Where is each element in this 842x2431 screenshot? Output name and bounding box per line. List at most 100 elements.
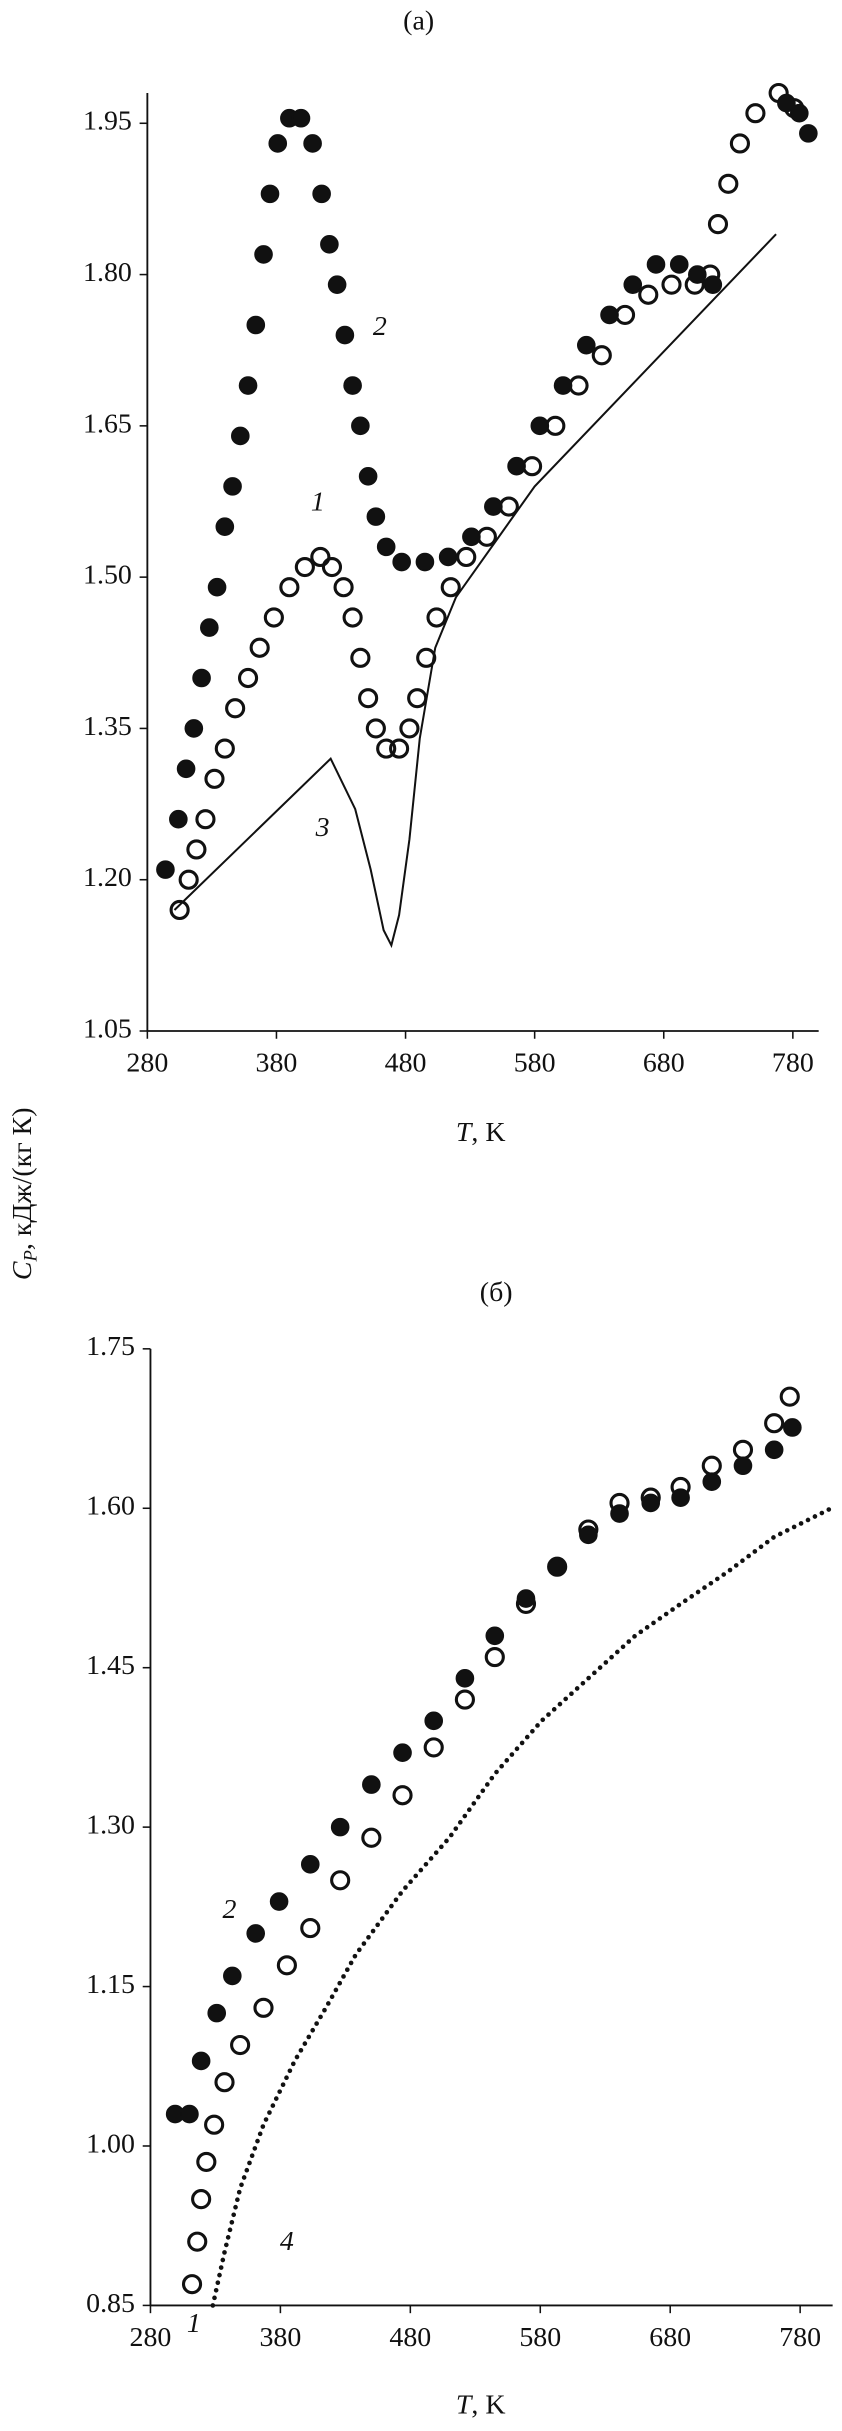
y-tick-label: 0.85	[86, 2288, 135, 2319]
point	[238, 376, 258, 395]
x-tick-label: 280	[126, 1048, 168, 1079]
y-tick-label: 1.20	[83, 862, 132, 893]
point	[507, 456, 526, 476]
y-tick-label: 1.15	[86, 1969, 135, 2000]
point	[790, 103, 809, 123]
y-label-subscript: P	[21, 1250, 42, 1262]
point	[614, 304, 636, 325]
x-tick-label: 780	[779, 2322, 821, 2353]
point	[462, 527, 481, 547]
point	[303, 134, 322, 153]
y-label-rest: , кДж/(кг К)	[7, 1107, 38, 1250]
point	[568, 375, 589, 396]
point	[702, 1472, 722, 1491]
point	[207, 577, 227, 597]
point	[320, 235, 339, 254]
y-tick-label: 1.95	[83, 106, 132, 137]
x-label-symbol: T	[456, 1117, 474, 1148]
y-tick-label: 1.05	[83, 1013, 132, 1044]
point	[553, 376, 573, 395]
point	[187, 2231, 208, 2252]
point	[661, 274, 682, 295]
point	[312, 184, 331, 204]
point	[392, 1785, 413, 1806]
point	[180, 2104, 199, 2124]
point	[300, 1855, 320, 1874]
y-tick-label: 1.00	[86, 2128, 135, 2159]
y-tick-label: 1.60	[86, 1491, 135, 1522]
point	[169, 809, 188, 829]
point	[186, 839, 207, 860]
point	[701, 1455, 722, 1476]
point	[376, 738, 397, 759]
point	[342, 607, 363, 628]
point	[300, 1918, 321, 1939]
point	[745, 103, 766, 124]
point	[191, 2051, 211, 2071]
x-label-rest: , K	[471, 1117, 505, 1148]
point	[358, 688, 379, 709]
point	[545, 415, 566, 436]
point	[521, 456, 543, 477]
series-label: 2	[223, 1894, 237, 1925]
point	[253, 1997, 274, 2018]
point	[268, 134, 288, 153]
point	[440, 577, 461, 598]
y-axis-label: CP, кДж/(кг К)	[7, 1107, 42, 1280]
series-label: 1	[187, 2308, 201, 2339]
point	[799, 124, 818, 143]
point	[688, 265, 707, 284]
point	[215, 517, 235, 537]
x-label-rest: , K	[471, 2390, 505, 2421]
point	[718, 173, 739, 194]
y-tick-label: 1.45	[86, 1650, 135, 1681]
point	[276, 1955, 297, 1976]
point	[376, 537, 396, 557]
x-tick-label: 680	[643, 1048, 685, 1079]
point	[279, 577, 300, 598]
point	[200, 618, 219, 637]
point	[223, 1966, 242, 1986]
point	[393, 1743, 412, 1763]
x-tick-label: 480	[385, 1048, 427, 1079]
point	[192, 668, 211, 688]
point	[456, 546, 477, 568]
point	[426, 607, 447, 628]
point	[777, 93, 796, 113]
point	[176, 759, 196, 779]
x-tick-label: 580	[519, 2322, 561, 2353]
point	[291, 108, 311, 128]
point	[184, 719, 204, 738]
series-line	[173, 233, 777, 949]
point	[246, 315, 266, 335]
point	[779, 1386, 800, 1407]
point	[362, 1775, 381, 1794]
point	[733, 1456, 753, 1476]
y-tick-label: 1.30	[86, 1810, 135, 1841]
point	[204, 768, 225, 789]
x-tick-label: 280	[130, 2322, 172, 2353]
x-tick-label: 780	[772, 1048, 814, 1079]
point	[351, 416, 370, 436]
point	[389, 738, 410, 759]
point	[530, 416, 550, 436]
point	[223, 477, 242, 496]
point	[333, 577, 354, 598]
x-tick-label: 680	[649, 2322, 691, 2353]
point	[484, 1646, 505, 1668]
point	[214, 2072, 235, 2093]
point	[671, 1488, 690, 1507]
point	[195, 809, 216, 830]
point	[246, 1924, 266, 1943]
point	[169, 899, 190, 921]
point	[178, 869, 199, 890]
point	[484, 497, 503, 516]
point	[230, 2034, 251, 2056]
x-tick-label: 380	[256, 1048, 298, 1079]
point	[669, 255, 689, 274]
point	[225, 698, 246, 719]
x-tick-label: 580	[514, 1048, 556, 1079]
point	[330, 1870, 351, 1891]
point	[260, 184, 280, 204]
